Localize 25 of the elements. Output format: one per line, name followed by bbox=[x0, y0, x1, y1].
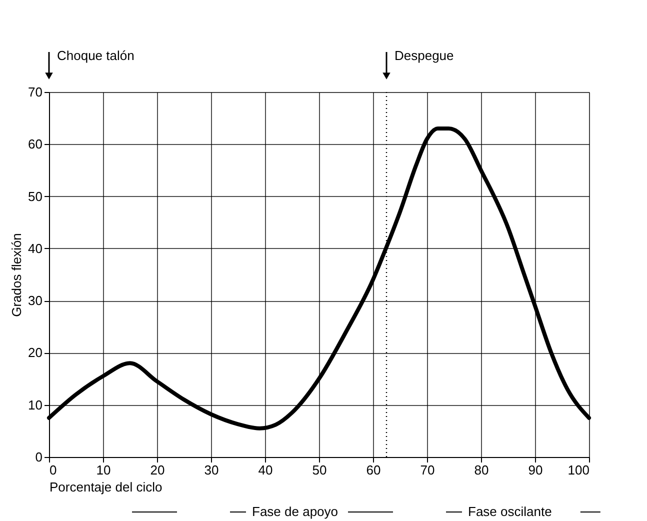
x-tick-label: 70 bbox=[420, 462, 435, 478]
x-tick-label: 0 bbox=[50, 462, 57, 478]
y-tick-label: 40 bbox=[28, 240, 42, 256]
x-tick-label: 50 bbox=[312, 462, 327, 478]
text: Choque talón bbox=[57, 48, 134, 63]
text: Fase oscilante bbox=[468, 504, 552, 519]
x-tick-label: 100 bbox=[568, 462, 590, 478]
y-tick-label: 10 bbox=[28, 397, 42, 412]
y-tick-label: 50 bbox=[28, 188, 42, 204]
y-tick-label: 30 bbox=[28, 293, 42, 308]
y-tick-label: 70 bbox=[28, 84, 42, 100]
x-tick-label: 20 bbox=[150, 462, 165, 478]
x-axis-title: Porcentaje del ciclo bbox=[50, 480, 162, 494]
y-tick-label: 60 bbox=[28, 136, 42, 152]
text: Fase de apoyo bbox=[252, 504, 338, 519]
legend-label: Despegue bbox=[394, 48, 454, 63]
x-tick-label: 90 bbox=[528, 462, 543, 478]
y-tick-label: 20 bbox=[28, 345, 42, 360]
x-tick-label: 60 bbox=[366, 462, 381, 478]
x-tick-label: 10 bbox=[96, 462, 111, 478]
x-tick-label: 40 bbox=[258, 462, 273, 478]
x-tick-label: 30 bbox=[204, 462, 219, 478]
y-tick-label: 0 bbox=[35, 450, 42, 464]
x-tick-label: 80 bbox=[474, 462, 489, 478]
y-axis-title: Grados flexión bbox=[9, 233, 24, 317]
